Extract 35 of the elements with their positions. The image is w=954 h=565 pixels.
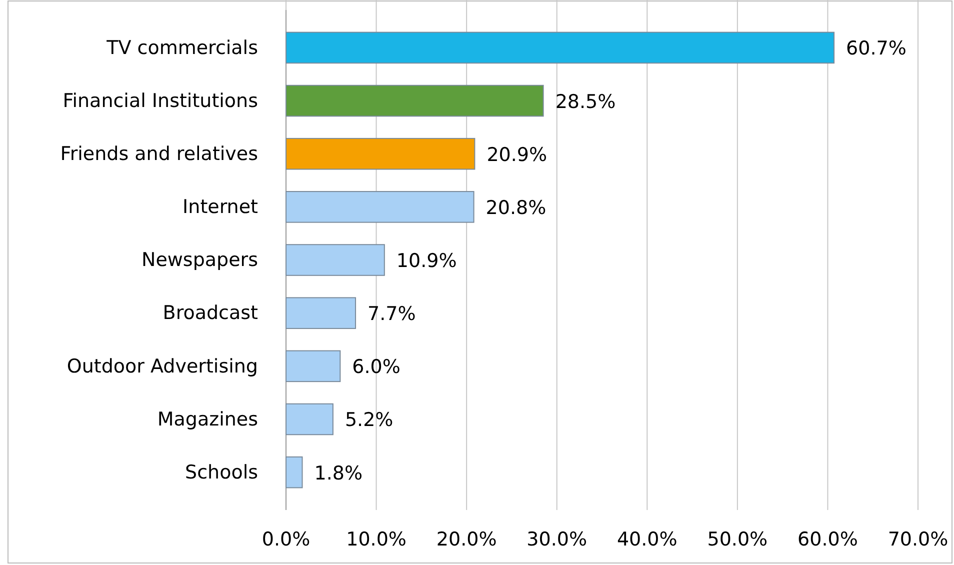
- x-tick-label: 30.0%: [526, 528, 588, 550]
- x-tick-label: 40.0%: [616, 528, 678, 550]
- y-tick-label: Newspapers: [141, 249, 258, 272]
- data-label: 6.0%: [352, 356, 400, 378]
- y-tick-label: Financial Institutions: [62, 90, 258, 112]
- x-tick-label: 10.0%: [346, 528, 406, 550]
- y-tick-label: Outdoor Advertising: [66, 355, 258, 378]
- data-label: 7.7%: [368, 303, 416, 326]
- x-tick-label: 50.0%: [707, 528, 768, 550]
- bar: [286, 403, 334, 436]
- bar: [286, 138, 476, 170]
- data-label: 5.2%: [344, 409, 394, 432]
- x-tick-label: 60.0%: [798, 528, 858, 550]
- x-tick-label: 20.0%: [436, 528, 497, 550]
- y-tick-label: TV commercials: [106, 36, 258, 59]
- data-label: 1.8%: [314, 462, 363, 484]
- bar: [286, 191, 474, 223]
- bar: [286, 84, 544, 117]
- bar: [286, 297, 356, 329]
- data-label: 20.9%: [486, 144, 548, 166]
- data-label: 20.8%: [486, 196, 546, 219]
- data-label: 60.7%: [846, 38, 906, 60]
- y-tick-label: Schools: [185, 461, 258, 484]
- bar: [286, 244, 385, 276]
- y-tick-label: Broadcast: [162, 302, 258, 324]
- y-tick-label: Friends and relatives: [60, 142, 258, 165]
- y-tick-label: Internet: [182, 196, 258, 218]
- bar: [286, 350, 341, 382]
- bar: [286, 32, 835, 64]
- bar: [286, 456, 303, 488]
- data-label: 28.5%: [555, 90, 616, 113]
- data-label: 10.9%: [396, 250, 457, 272]
- x-tick-label: 0.0%: [262, 528, 310, 550]
- x-tick-label: 70.0%: [888, 528, 948, 550]
- y-tick-label: Magazines: [157, 408, 258, 430]
